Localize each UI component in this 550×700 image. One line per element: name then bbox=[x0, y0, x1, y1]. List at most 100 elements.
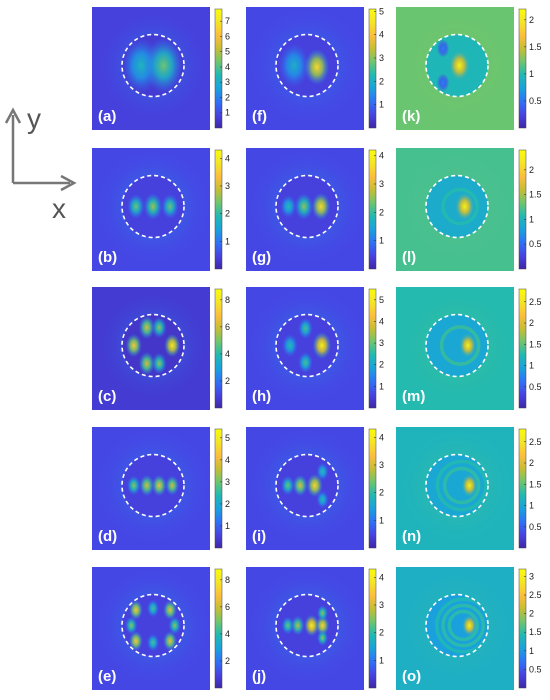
colorbar-tick-label: 8 bbox=[225, 575, 230, 585]
colorbar-tick-label: 1 bbox=[379, 381, 384, 391]
field-lobe bbox=[126, 475, 141, 496]
field-lobe bbox=[304, 614, 320, 637]
field-lobe bbox=[290, 615, 305, 636]
x-axis-label: x bbox=[52, 193, 66, 224]
colorbar-tick-label: 1 bbox=[529, 69, 534, 79]
disk-field bbox=[122, 175, 184, 238]
field-lobe bbox=[316, 462, 329, 481]
colorbar-scale bbox=[214, 149, 223, 270]
disk-field bbox=[122, 594, 184, 657]
disk-field bbox=[122, 314, 184, 377]
colorbar-scale bbox=[214, 568, 223, 689]
field-lobe bbox=[129, 631, 143, 651]
disk-field bbox=[276, 175, 338, 238]
field-lobe bbox=[436, 73, 450, 92]
field-lobe bbox=[316, 629, 329, 646]
colorbar-tick-label: 5 bbox=[225, 433, 230, 443]
colorbar-tick-label: 6 bbox=[225, 31, 230, 41]
colorbar-tick-label: 4 bbox=[225, 62, 230, 72]
colorbar-tick-label: 4 bbox=[225, 153, 230, 163]
disk-boundary bbox=[275, 313, 339, 378]
field-lobe bbox=[316, 490, 329, 509]
field-lobe bbox=[461, 473, 478, 498]
colorbar-tick-label: 0.5 bbox=[529, 664, 542, 674]
colorbar-tick-label: 2 bbox=[529, 458, 534, 468]
disk-boundary bbox=[121, 453, 185, 518]
field-fringe bbox=[447, 609, 479, 642]
panel-label: (i) bbox=[252, 528, 266, 545]
colorbar: 1 2 3 4 5 bbox=[368, 288, 384, 409]
colorbar-tick-label: 5 bbox=[379, 295, 384, 305]
field-lobe bbox=[146, 599, 160, 618]
field-lobe bbox=[436, 39, 450, 58]
field-lobe bbox=[448, 49, 471, 82]
panel-label: (n) bbox=[402, 528, 421, 545]
field-lobe bbox=[311, 193, 331, 220]
colorbar-tick-label: 8 bbox=[225, 295, 230, 305]
colorbar-tick-label: 7 bbox=[225, 16, 230, 26]
colorbar-tick-label: 1 bbox=[529, 361, 534, 371]
colorbar-tick-label: 1.5 bbox=[529, 42, 542, 52]
field-lobe bbox=[151, 352, 167, 375]
colorbar-tick-label: 4 bbox=[379, 30, 384, 40]
colorbar-tick-label: 0.5 bbox=[529, 522, 542, 532]
panel-label: (j) bbox=[252, 668, 266, 685]
axes-indicator: y x bbox=[0, 95, 90, 235]
y-axis-arrowhead bbox=[4, 107, 22, 124]
panel-label: (k) bbox=[402, 108, 420, 125]
disk-boundary bbox=[425, 593, 489, 658]
y-axis-label: y bbox=[27, 103, 41, 134]
disk-field bbox=[122, 454, 184, 517]
colorbar: 1 2 3 4 bbox=[368, 149, 384, 270]
panel-label: (o) bbox=[402, 668, 421, 685]
field-lobe bbox=[129, 600, 143, 620]
field-lobe bbox=[125, 333, 142, 358]
field-lobe bbox=[278, 43, 310, 88]
colorbar-tick-label: 0.5 bbox=[529, 382, 542, 392]
colorbar-tick-label: 2 bbox=[225, 209, 230, 219]
colorbar-scale bbox=[518, 288, 527, 409]
panel-label: (g) bbox=[252, 249, 271, 266]
field-lobe bbox=[281, 333, 299, 358]
x-axis-arrowhead bbox=[60, 174, 77, 192]
panel-h: (h) 1 2 3 4 5 bbox=[246, 287, 384, 410]
field-lobe bbox=[315, 615, 330, 636]
disk-field bbox=[276, 34, 338, 97]
colorbar-tick-label: 1 bbox=[379, 655, 384, 665]
colorbar-tick-label: 1 bbox=[529, 214, 534, 224]
disk-boundary bbox=[121, 33, 185, 98]
field-lobe bbox=[312, 332, 332, 359]
colorbar-scale bbox=[368, 8, 377, 129]
colorbar-tick-label: 1.5 bbox=[529, 339, 542, 349]
disk-boundary bbox=[121, 593, 185, 658]
colorbar-tick-label: 1.5 bbox=[529, 479, 542, 489]
colorbar-scale bbox=[518, 568, 527, 689]
panel-c: (c) 2 4 6 8 bbox=[92, 287, 230, 410]
disk-field bbox=[426, 175, 488, 238]
field-lobe bbox=[138, 351, 155, 376]
disk-field bbox=[426, 34, 488, 97]
panel-l: (l) 0.5 1 1.5 2 bbox=[396, 148, 542, 271]
colorbar-tick-label: 2 bbox=[225, 656, 230, 666]
colorbar-tick-label: 3 bbox=[225, 477, 230, 487]
colorbar-tick-label: 3 bbox=[379, 460, 384, 470]
disk-boundary bbox=[425, 313, 489, 378]
colorbar-scale bbox=[368, 568, 377, 689]
colorbar-tick-label: 1.5 bbox=[529, 190, 542, 200]
colorbar-tick-label: 2.5 bbox=[529, 437, 542, 447]
disk-field bbox=[122, 34, 184, 97]
field-lobe bbox=[138, 315, 155, 340]
field-fringe bbox=[435, 597, 488, 654]
colorbar-tick-label: 2 bbox=[225, 92, 230, 102]
field-fringe bbox=[441, 187, 479, 226]
colorbar-tick-label: 6 bbox=[225, 322, 230, 332]
panel-b: (b) 1 2 3 4 bbox=[92, 148, 230, 271]
colorbar-tick-label: 4 bbox=[379, 572, 384, 582]
field-lobe bbox=[294, 193, 314, 220]
disk-boundary bbox=[121, 313, 185, 378]
colorbar-tick-label: 0.5 bbox=[529, 239, 542, 249]
colorbar-tick-label: 4 bbox=[379, 151, 384, 161]
colorbar-scale bbox=[368, 428, 377, 549]
disk-boundary bbox=[275, 593, 339, 658]
field-lobe bbox=[161, 193, 179, 220]
